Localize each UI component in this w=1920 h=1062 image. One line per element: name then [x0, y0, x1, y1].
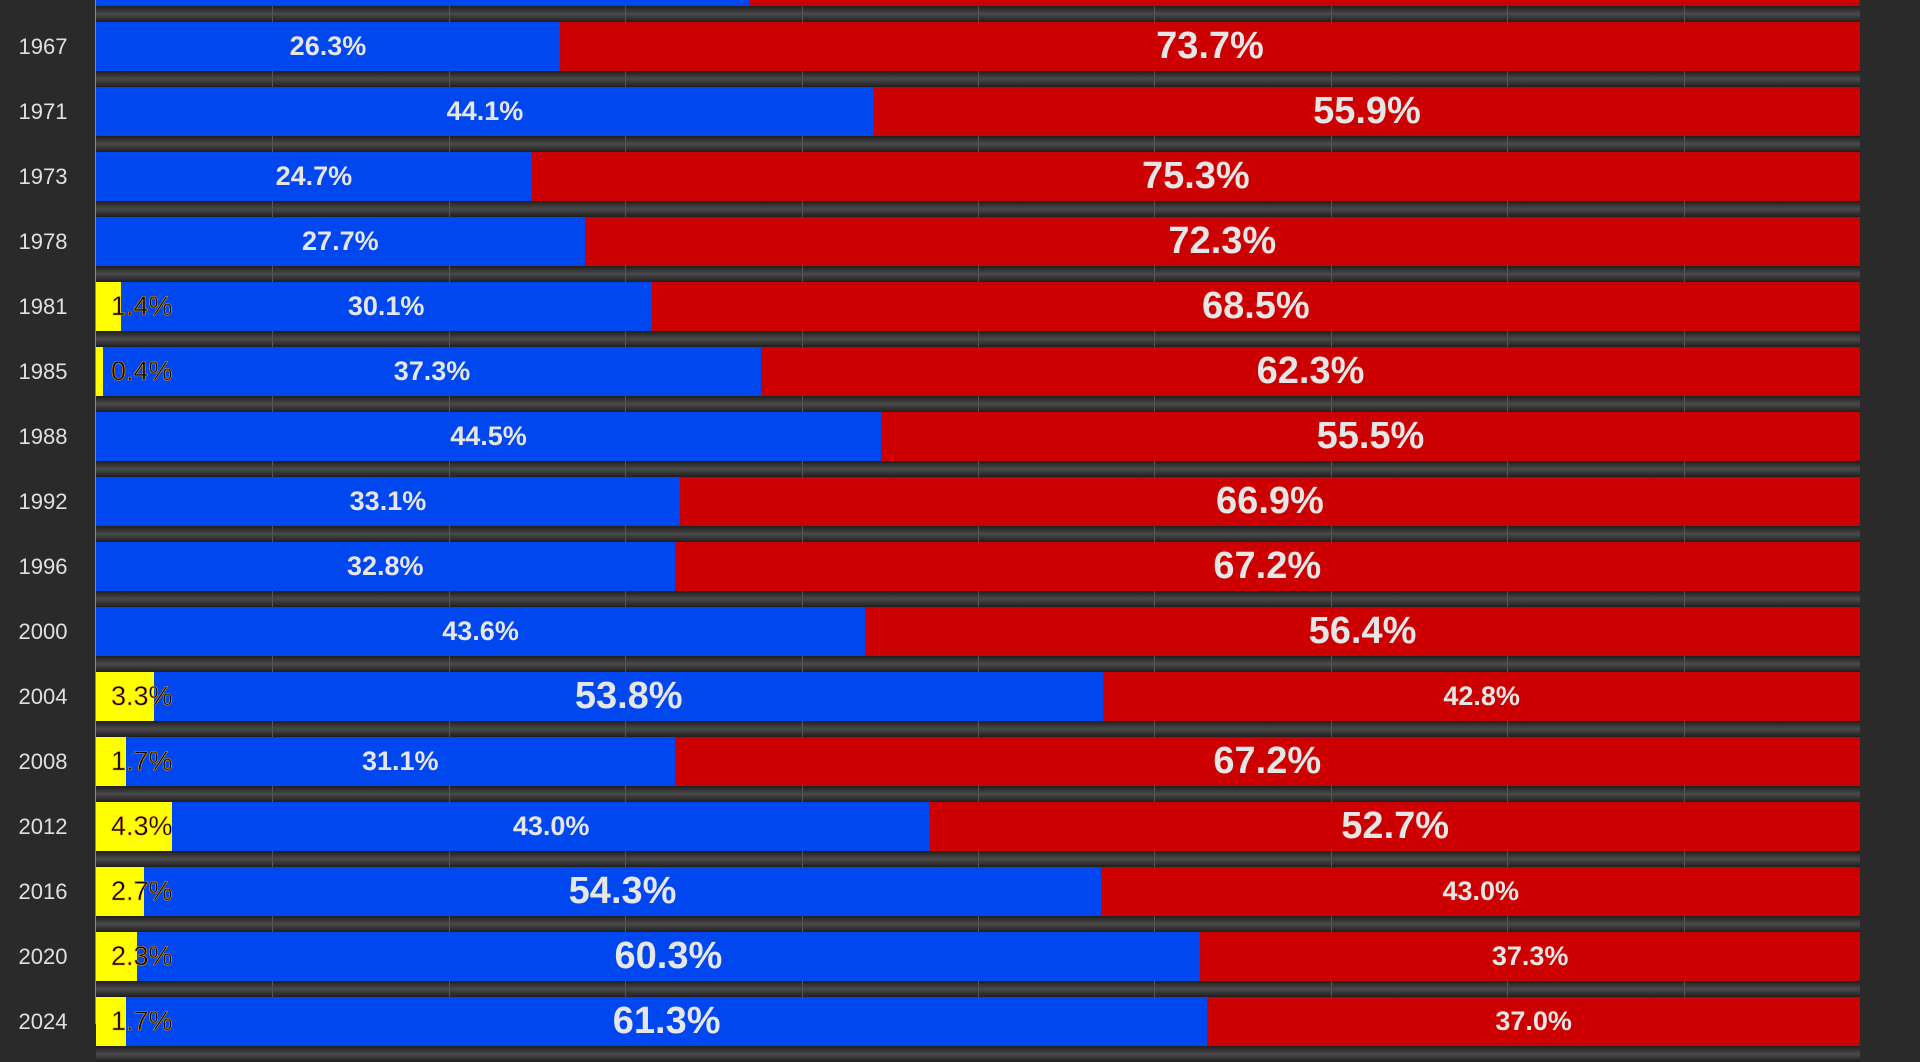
plot-area: 26.3% 73.7% 44.1% 55.9% 24.7% 75.3% 27.7% 72.3%…	[96, 0, 1860, 1062]
bar-red	[674, 737, 1860, 786]
label-red: 37.0%	[1495, 1006, 1572, 1036]
bar-blue	[96, 412, 881, 461]
year-tick-label: 2016	[18, 879, 68, 904]
year-tick-label: 1967	[18, 34, 68, 59]
label-blue: 43.6%	[442, 616, 519, 646]
label-red: 42.8%	[1443, 681, 1520, 711]
label-red: 55.9%	[1313, 90, 1421, 132]
bar-blue	[96, 607, 866, 656]
bar-red	[584, 217, 1860, 266]
year-tick-label: 2020	[18, 944, 68, 969]
label-third: 1.7%	[111, 746, 173, 777]
bar-blue	[120, 282, 652, 331]
label-blue: 31.1%	[362, 746, 439, 776]
bar-third	[96, 347, 104, 396]
y-axis-line	[95, 0, 96, 1024]
bar-blue	[171, 802, 931, 851]
label-red: 73.7%	[1156, 25, 1264, 67]
year-tick-label: 2008	[18, 749, 68, 774]
bar-blue	[136, 932, 1201, 981]
label-red: 75.3%	[1141, 155, 1250, 197]
bar-blue	[96, 477, 680, 526]
bar-blue	[96, 217, 585, 266]
bar-red	[750, 0, 1860, 6]
bar-red	[761, 347, 1860, 396]
label-red: 55.5%	[1316, 415, 1425, 457]
bar-blue	[143, 867, 1102, 916]
label-third: 0.4%	[111, 356, 173, 387]
bar-blue	[96, 22, 560, 71]
label-third: 1.7%	[111, 1006, 173, 1037]
label-blue: 32.8%	[347, 551, 424, 581]
label-red: 56.4%	[1308, 610, 1417, 652]
bar-blue	[96, 0, 751, 6]
bar-third	[96, 737, 126, 786]
year-tick-label: 1988	[18, 424, 68, 449]
year-tick-label: 2004	[18, 684, 68, 709]
label-red: 66.9%	[1216, 480, 1324, 522]
label-third: 4.3%	[111, 811, 173, 842]
bar-blue	[103, 347, 762, 396]
year-tick-label: 1985	[18, 359, 68, 384]
label-blue: 26.3%	[289, 31, 367, 61]
label-blue: 61.3%	[612, 1000, 721, 1042]
bar-third	[96, 802, 172, 851]
label-blue: 60.3%	[614, 935, 723, 977]
year-tick-label: 2012	[18, 814, 68, 839]
label-red: 67.2%	[1213, 740, 1322, 782]
bar-red	[674, 542, 1860, 591]
bar-red	[559, 22, 1860, 71]
label-blue: 27.7%	[302, 226, 379, 256]
bar-red	[865, 607, 1860, 656]
label-third: 2.7%	[111, 876, 173, 907]
row-gap	[96, 1046, 1860, 1062]
bar-red	[1200, 932, 1860, 981]
bar-third	[96, 282, 121, 331]
bar-blue	[96, 152, 532, 201]
bar-red	[531, 152, 1860, 201]
bar-third	[96, 932, 137, 981]
label-red: 72.3%	[1168, 220, 1277, 262]
label-blue: 30.1%	[347, 291, 425, 321]
year-tick-label: 1992	[18, 489, 68, 514]
label-blue: 24.7%	[275, 161, 353, 191]
label-blue: 53.8%	[574, 675, 683, 717]
label-red: 43.0%	[1442, 876, 1519, 906]
label-blue: 44.1%	[446, 96, 524, 126]
year-tick-label: 1996	[18, 554, 68, 579]
year-tick-label: 2024	[18, 1009, 68, 1034]
bar-red	[930, 802, 1860, 851]
label-third: 3.3%	[111, 681, 173, 712]
bar-blue	[96, 542, 675, 591]
bar-red	[1103, 672, 1860, 721]
bar-red	[651, 282, 1860, 331]
year-tick-label: 1971	[18, 99, 68, 124]
label-blue: 33.1%	[349, 486, 427, 516]
year-tick-label: 2000	[18, 619, 68, 644]
bar-red	[679, 477, 1860, 526]
bar-blue	[154, 672, 1104, 721]
label-blue: 43.0%	[512, 811, 590, 841]
label-blue: 54.3%	[568, 870, 677, 912]
year-tick-label: 1978	[18, 229, 68, 254]
label-red: 67.2%	[1213, 545, 1322, 587]
label-red: 62.3%	[1256, 350, 1365, 392]
label-third: 1.4%	[111, 291, 173, 322]
bar-third	[96, 672, 155, 721]
bar-red	[1101, 867, 1860, 916]
year-tick-label: 1981	[18, 294, 68, 319]
bar-red	[873, 87, 1860, 136]
bar-blue	[125, 737, 675, 786]
bar-third	[96, 867, 144, 916]
label-blue: 44.5%	[450, 421, 527, 451]
year-tick-label: 1973	[18, 164, 68, 189]
label-red: 52.7%	[1341, 805, 1450, 847]
label-red: 68.5%	[1201, 285, 1310, 327]
label-blue: 37.3%	[393, 356, 471, 386]
label-red: 37.3%	[1491, 941, 1569, 971]
bar-red	[880, 412, 1860, 461]
label-third: 2.3%	[111, 941, 173, 972]
bar-blue	[96, 87, 874, 136]
